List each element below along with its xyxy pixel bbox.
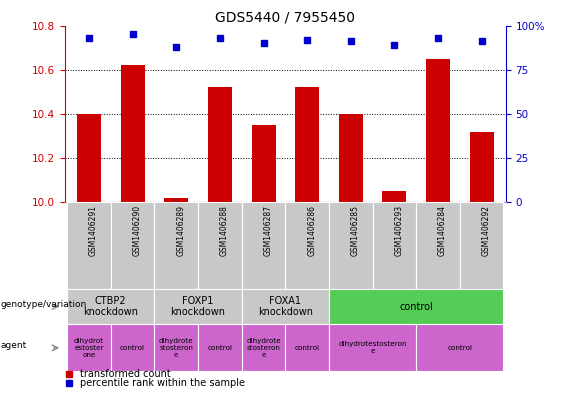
Bar — [111, 324, 154, 371]
Text: dihydrote
stosteron
e: dihydrote stosteron e — [159, 338, 194, 358]
Bar — [295, 88, 319, 202]
Bar — [251, 125, 276, 202]
Text: GSM1406292: GSM1406292 — [482, 205, 490, 256]
Text: transformed count: transformed count — [80, 369, 171, 379]
Bar — [285, 202, 329, 289]
Bar — [198, 202, 242, 289]
Bar — [339, 114, 363, 202]
Text: GSM1406293: GSM1406293 — [394, 205, 403, 256]
Bar — [383, 191, 406, 202]
Text: dihydrotestosteron
e: dihydrotestosteron e — [338, 341, 407, 354]
Text: dihydrote
stosteron
e: dihydrote stosteron e — [246, 338, 281, 358]
Bar — [154, 324, 198, 371]
Bar — [372, 202, 416, 289]
Text: control: control — [294, 345, 320, 351]
Text: GSM1406284: GSM1406284 — [438, 205, 447, 256]
Bar — [120, 65, 145, 202]
Bar — [329, 289, 503, 324]
Text: dihydrot
estoster
one: dihydrot estoster one — [74, 338, 104, 358]
Text: GSM1406286: GSM1406286 — [307, 205, 316, 256]
Bar — [426, 59, 450, 202]
Bar — [242, 289, 329, 324]
Bar — [329, 324, 416, 371]
Bar — [154, 202, 198, 289]
Text: GSM1406288: GSM1406288 — [220, 205, 229, 256]
Text: GSM1406287: GSM1406287 — [263, 205, 272, 256]
Title: GDS5440 / 7955450: GDS5440 / 7955450 — [215, 10, 355, 24]
Text: FOXA1
knockdown: FOXA1 knockdown — [258, 296, 313, 317]
Text: control: control — [207, 345, 232, 351]
Text: CTBP2
knockdown: CTBP2 knockdown — [83, 296, 138, 317]
Text: GSM1406291: GSM1406291 — [89, 205, 98, 256]
Bar — [198, 324, 242, 371]
Text: FOXP1
knockdown: FOXP1 knockdown — [171, 296, 225, 317]
Text: percentile rank within the sample: percentile rank within the sample — [80, 378, 245, 388]
Bar — [77, 114, 101, 202]
Bar — [164, 198, 188, 202]
Bar — [416, 202, 460, 289]
Text: control: control — [447, 345, 472, 351]
Bar — [470, 132, 494, 202]
Bar — [67, 202, 111, 289]
Text: GSM1406290: GSM1406290 — [133, 205, 142, 256]
Text: GSM1406285: GSM1406285 — [351, 205, 360, 256]
Bar — [242, 324, 285, 371]
Bar — [460, 202, 503, 289]
Bar — [154, 289, 242, 324]
Bar — [67, 324, 111, 371]
Text: control: control — [399, 301, 433, 312]
Bar — [329, 202, 372, 289]
Text: genotype/variation: genotype/variation — [1, 300, 87, 309]
Bar — [111, 202, 154, 289]
Bar — [285, 324, 329, 371]
Bar — [208, 88, 232, 202]
Text: agent: agent — [1, 342, 27, 350]
Bar — [242, 202, 285, 289]
Bar — [67, 289, 154, 324]
Text: control: control — [120, 345, 145, 351]
Bar — [416, 324, 503, 371]
Text: GSM1406289: GSM1406289 — [176, 205, 185, 256]
